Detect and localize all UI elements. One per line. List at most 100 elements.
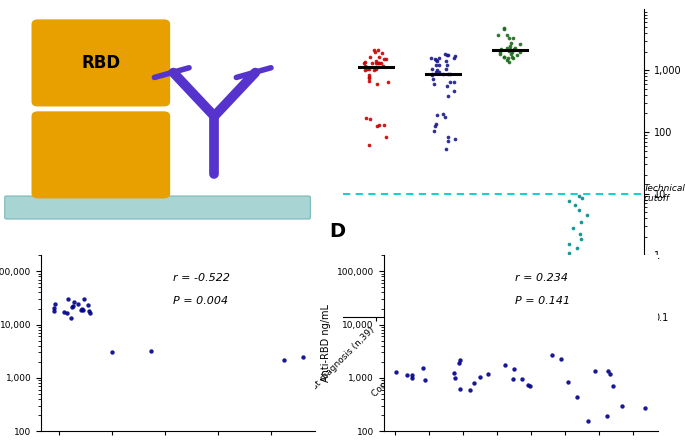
Point (363, 75, 374, 82)
Point (498, 25, 509, 32)
Point (62, 295, 73, 302)
Point (371, 66, 382, 73)
Text: P = 0.004: P = 0.004 (173, 296, 227, 306)
Point (106, 349, 117, 356)
Point (428, 76, 439, 83)
Point (380, 55, 391, 62)
Point (375, 60, 386, 67)
Point (499, 54, 510, 61)
Point (575, 236, 586, 243)
Point (84, 308, 95, 315)
Point (85, 310, 96, 317)
Point (608, 382, 619, 389)
Point (62, 309, 73, 316)
Point (577, 271, 588, 279)
Point (364, 54, 375, 61)
Point (573, 206, 584, 213)
Point (582, 295, 593, 302)
Point (450, 375, 461, 382)
Point (442, 52, 453, 59)
Point (48, 304, 59, 312)
Point (572, 304, 583, 312)
Point (438, 110, 449, 117)
Point (602, 413, 613, 420)
Point (590, 367, 601, 374)
Point (448, 78, 459, 85)
Point (379, 121, 390, 128)
Point (496, 46, 507, 53)
Point (617, 403, 628, 410)
Point (77, 306, 88, 313)
Point (583, 417, 594, 424)
Point (434, 54, 445, 61)
Point (504, 46, 515, 53)
Point (78, 307, 89, 314)
Point (79, 296, 90, 303)
Point (556, 356, 567, 363)
Point (604, 370, 615, 378)
Point (360, 114, 371, 121)
Point (374, 121, 385, 128)
Point (440, 66, 451, 73)
FancyBboxPatch shape (32, 111, 170, 198)
Point (475, 374, 486, 381)
Point (449, 136, 460, 143)
Point (432, 112, 443, 119)
Point (514, 49, 525, 56)
Point (564, 241, 575, 248)
Point (449, 52, 460, 59)
Point (370, 59, 381, 66)
Point (368, 47, 379, 54)
Point (442, 82, 453, 89)
Point (426, 55, 437, 62)
Point (602, 367, 613, 374)
Point (363, 77, 374, 84)
Point (570, 259, 581, 266)
Point (279, 356, 290, 363)
Point (567, 224, 578, 231)
Point (380, 133, 391, 140)
Point (495, 48, 506, 55)
Point (429, 128, 440, 135)
Point (377, 63, 388, 70)
Point (73, 301, 84, 308)
Point (297, 353, 308, 360)
Point (430, 62, 441, 69)
Point (572, 289, 583, 296)
Point (449, 54, 460, 61)
Point (360, 64, 371, 71)
Point (509, 45, 520, 52)
Point (523, 381, 534, 389)
Point (440, 146, 451, 153)
Point (565, 268, 576, 275)
Point (429, 55, 440, 62)
Point (370, 48, 381, 55)
Point (582, 212, 593, 219)
Point (546, 352, 557, 359)
Point (514, 40, 525, 48)
Point (442, 62, 453, 69)
Point (454, 385, 465, 392)
Point (420, 376, 431, 383)
Point (500, 362, 511, 369)
Point (504, 34, 515, 41)
Point (454, 357, 465, 364)
Point (361, 66, 372, 73)
Point (464, 387, 475, 394)
Point (482, 370, 493, 377)
Point (560, 302, 571, 309)
Point (575, 231, 586, 238)
Point (429, 80, 440, 87)
Point (493, 31, 504, 38)
Point (66, 303, 77, 310)
Point (443, 92, 453, 99)
Point (377, 49, 388, 56)
Point (512, 51, 523, 58)
Point (379, 55, 390, 62)
Y-axis label: Anti-RBD ng/mL: Anti-RBD ng/mL (321, 304, 331, 382)
Point (524, 382, 535, 389)
Point (575, 218, 586, 225)
Point (581, 278, 592, 285)
Point (366, 59, 377, 66)
Point (499, 24, 510, 31)
